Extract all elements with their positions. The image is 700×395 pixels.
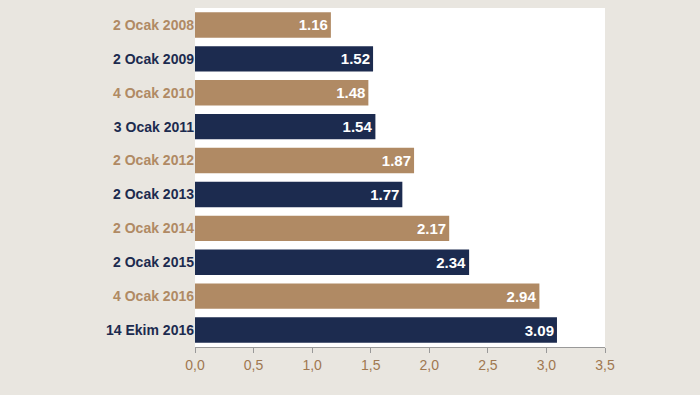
- svg-text:2,5: 2,5: [478, 357, 498, 373]
- svg-text:1.87: 1.87: [382, 152, 411, 169]
- svg-text:2.94: 2.94: [507, 288, 537, 305]
- svg-text:2 Ocak 2012: 2 Ocak 2012: [113, 152, 194, 168]
- svg-text:3.09: 3.09: [525, 322, 554, 339]
- svg-text:3,0: 3,0: [537, 357, 557, 373]
- svg-text:2 Ocak 2015: 2 Ocak 2015: [113, 254, 194, 270]
- svg-text:4 Ocak 2016: 4 Ocak 2016: [113, 288, 194, 304]
- svg-text:1,5: 1,5: [361, 357, 381, 373]
- svg-text:2.17: 2.17: [417, 220, 446, 237]
- svg-text:2.34: 2.34: [436, 254, 466, 271]
- svg-text:1.52: 1.52: [341, 50, 370, 67]
- svg-text:1.54: 1.54: [343, 118, 373, 135]
- svg-text:2,0: 2,0: [420, 357, 440, 373]
- svg-text:4 Ocak 2010: 4 Ocak 2010: [113, 85, 194, 101]
- svg-text:14 Ekim 2016: 14 Ekim 2016: [106, 322, 194, 338]
- svg-text:3,5: 3,5: [595, 357, 615, 373]
- svg-text:0,5: 0,5: [244, 357, 264, 373]
- svg-text:1.77: 1.77: [370, 186, 399, 203]
- svg-text:1.48: 1.48: [336, 84, 365, 101]
- svg-text:2 Ocak 2013: 2 Ocak 2013: [113, 186, 194, 202]
- svg-text:1.16: 1.16: [299, 16, 328, 33]
- svg-text:1,0: 1,0: [302, 357, 322, 373]
- svg-text:2 Ocak 2014: 2 Ocak 2014: [113, 220, 194, 236]
- svg-text:3 Ocak 2011: 3 Ocak 2011: [114, 119, 194, 135]
- svg-text:0,0: 0,0: [185, 357, 205, 373]
- svg-text:2 Ocak 2009: 2 Ocak 2009: [113, 51, 194, 67]
- svg-text:2 Ocak 2008: 2 Ocak 2008: [113, 17, 194, 33]
